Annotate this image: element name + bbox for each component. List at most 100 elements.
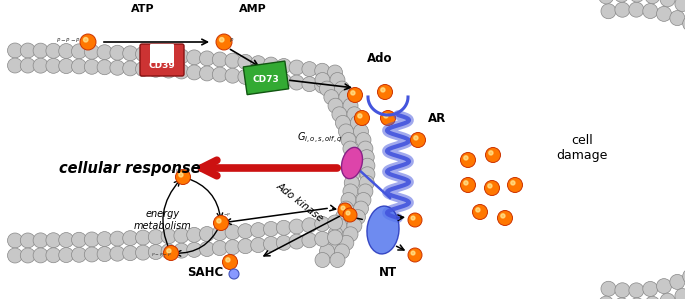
Circle shape	[46, 58, 61, 73]
Circle shape	[238, 239, 253, 254]
Circle shape	[216, 34, 232, 50]
Circle shape	[136, 245, 151, 260]
Text: Ado kinase: Ado kinase	[275, 181, 325, 223]
Circle shape	[33, 58, 48, 73]
Circle shape	[660, 293, 675, 299]
Circle shape	[360, 167, 375, 182]
Circle shape	[212, 67, 227, 82]
Circle shape	[46, 43, 61, 58]
Circle shape	[251, 238, 266, 253]
Circle shape	[71, 232, 86, 247]
Circle shape	[148, 230, 163, 245]
Circle shape	[645, 0, 660, 4]
Circle shape	[332, 218, 347, 233]
Circle shape	[225, 225, 240, 240]
Circle shape	[251, 222, 266, 238]
Text: $^{P-P-P}$: $^{P-P-P}$	[56, 37, 81, 47]
Circle shape	[226, 258, 230, 262]
Circle shape	[199, 51, 214, 66]
Circle shape	[276, 220, 291, 235]
Circle shape	[670, 274, 685, 289]
Circle shape	[341, 206, 345, 210]
Circle shape	[327, 230, 342, 245]
Circle shape	[336, 115, 351, 130]
Circle shape	[343, 98, 358, 113]
Circle shape	[339, 90, 354, 105]
Circle shape	[359, 175, 374, 190]
Circle shape	[384, 114, 388, 118]
Circle shape	[489, 151, 493, 155]
Text: CD73: CD73	[253, 74, 279, 83]
Circle shape	[343, 141, 358, 156]
Circle shape	[656, 279, 671, 294]
Circle shape	[229, 269, 239, 279]
Circle shape	[212, 52, 227, 67]
Circle shape	[328, 98, 343, 113]
Polygon shape	[243, 61, 289, 95]
Circle shape	[314, 78, 329, 93]
Circle shape	[302, 233, 317, 248]
Circle shape	[110, 45, 125, 60]
Circle shape	[123, 46, 138, 61]
Circle shape	[358, 114, 362, 118]
Circle shape	[645, 296, 660, 299]
Ellipse shape	[342, 147, 362, 179]
Circle shape	[289, 75, 304, 90]
Circle shape	[136, 230, 151, 245]
Circle shape	[187, 227, 201, 242]
Circle shape	[314, 63, 329, 78]
Circle shape	[683, 16, 685, 31]
Circle shape	[8, 43, 23, 58]
Circle shape	[136, 62, 151, 77]
Circle shape	[59, 248, 74, 263]
Circle shape	[71, 59, 86, 74]
Circle shape	[110, 231, 125, 246]
Circle shape	[410, 132, 425, 147]
Circle shape	[174, 228, 189, 243]
Circle shape	[174, 64, 189, 79]
Circle shape	[343, 227, 358, 242]
Circle shape	[8, 58, 23, 73]
Circle shape	[319, 81, 334, 96]
Circle shape	[381, 88, 385, 92]
Circle shape	[46, 248, 61, 263]
Circle shape	[225, 240, 240, 255]
Circle shape	[656, 6, 671, 21]
Circle shape	[338, 201, 353, 216]
Circle shape	[338, 124, 353, 139]
Circle shape	[148, 47, 163, 62]
FancyBboxPatch shape	[150, 44, 174, 63]
Circle shape	[212, 226, 227, 241]
Circle shape	[343, 208, 357, 222]
Circle shape	[84, 59, 99, 74]
Circle shape	[80, 34, 96, 50]
Circle shape	[358, 184, 373, 199]
Circle shape	[123, 231, 138, 246]
Circle shape	[460, 178, 475, 193]
Circle shape	[212, 241, 227, 256]
Circle shape	[332, 107, 347, 122]
Circle shape	[347, 218, 362, 233]
Circle shape	[351, 115, 365, 130]
Circle shape	[264, 72, 279, 87]
Circle shape	[601, 281, 616, 296]
Circle shape	[343, 184, 358, 199]
Circle shape	[21, 43, 36, 58]
Circle shape	[501, 214, 505, 218]
Circle shape	[21, 58, 36, 73]
Text: ATP: ATP	[132, 4, 155, 14]
Circle shape	[675, 0, 685, 11]
Circle shape	[358, 141, 373, 156]
Circle shape	[630, 0, 645, 2]
Circle shape	[675, 289, 685, 299]
Circle shape	[136, 47, 151, 62]
Circle shape	[97, 45, 112, 60]
Circle shape	[330, 252, 345, 268]
Circle shape	[302, 62, 317, 77]
Circle shape	[319, 244, 334, 259]
Circle shape	[187, 50, 201, 65]
Circle shape	[289, 234, 304, 249]
Circle shape	[214, 216, 229, 231]
Circle shape	[339, 235, 354, 250]
Circle shape	[175, 170, 190, 184]
